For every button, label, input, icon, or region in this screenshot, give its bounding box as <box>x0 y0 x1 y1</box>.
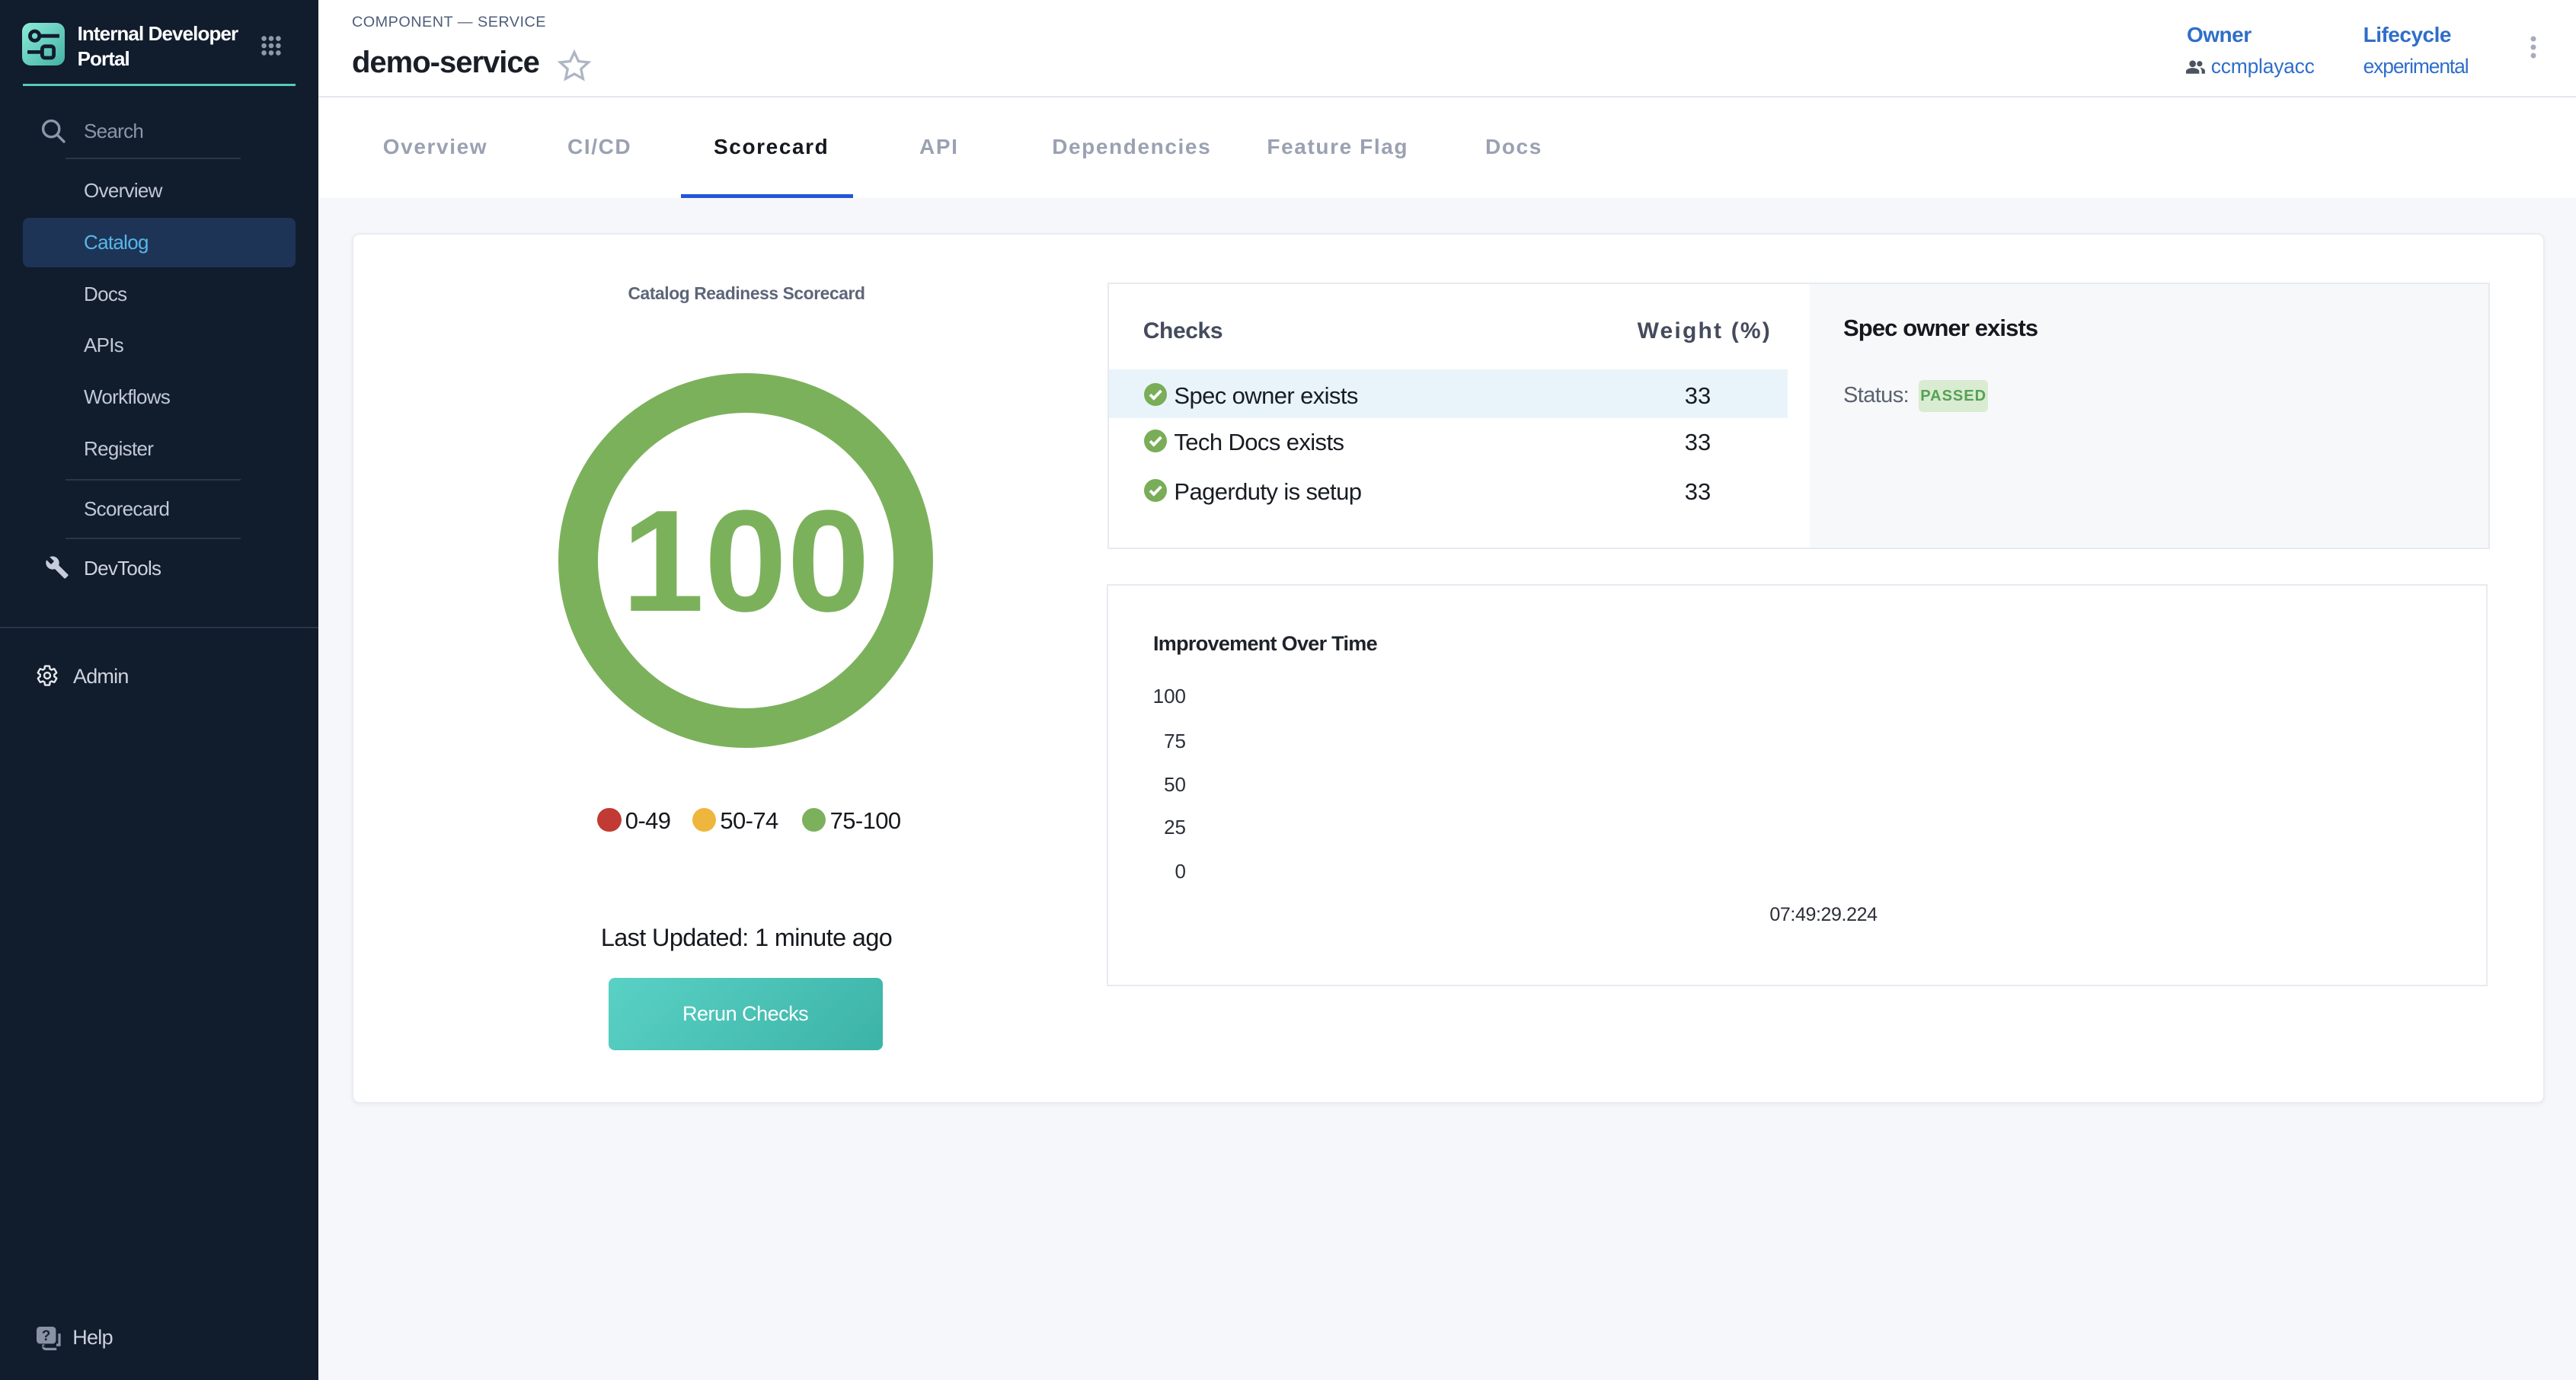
svg-text:100: 100 <box>622 481 870 642</box>
svg-text:?: ? <box>41 1328 50 1344</box>
